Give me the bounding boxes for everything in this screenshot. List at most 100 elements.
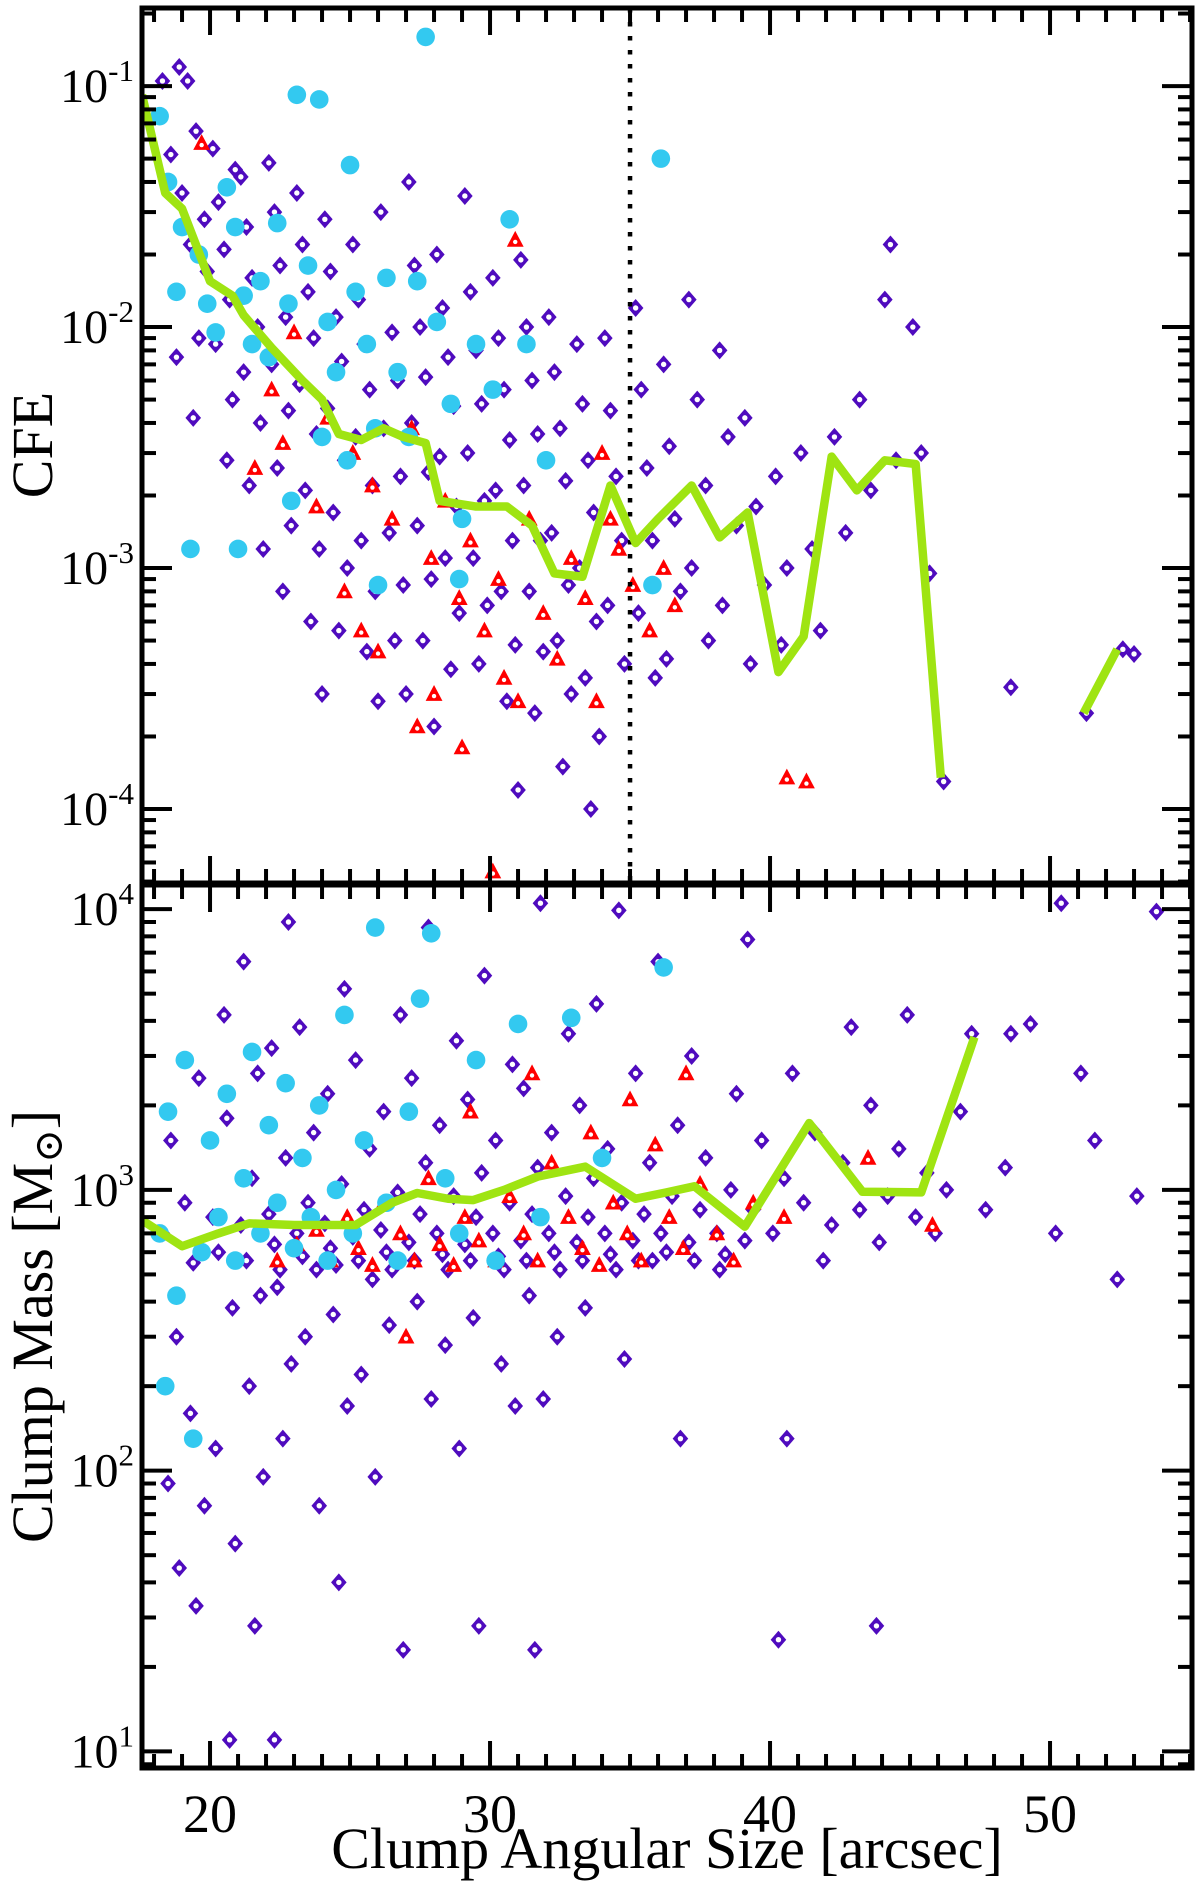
triangle-marker bbox=[338, 1208, 356, 1224]
ytick-label: 103 bbox=[71, 1157, 135, 1217]
marker-center-dot bbox=[688, 1053, 695, 1059]
marker-center-dot bbox=[733, 1091, 740, 1097]
marker-center-dot bbox=[672, 516, 678, 522]
marker-center-dot bbox=[593, 618, 600, 625]
circle-marker bbox=[242, 334, 262, 354]
marker-center-dot bbox=[356, 1247, 361, 1253]
marker-center-dot bbox=[532, 710, 538, 716]
marker-center-dot bbox=[775, 1637, 782, 1643]
marker-center-dot bbox=[173, 354, 180, 360]
marker-center-dot bbox=[229, 396, 236, 403]
marker-center-dot bbox=[342, 591, 347, 596]
marker-center-dot bbox=[392, 637, 398, 644]
top-clumps-triangle bbox=[193, 134, 815, 879]
marker-center-dot bbox=[364, 648, 370, 655]
marker-center-dot bbox=[415, 726, 420, 731]
ytick-label: 101 bbox=[71, 1718, 135, 1778]
marker-center-dot bbox=[646, 1160, 653, 1166]
marker-center-dot bbox=[316, 546, 322, 552]
circle-marker bbox=[531, 1207, 550, 1227]
marker-center-dot bbox=[910, 324, 916, 330]
marker-center-dot bbox=[201, 1503, 208, 1509]
marker-center-dot bbox=[400, 582, 406, 588]
marker-center-dot bbox=[305, 1200, 311, 1206]
marker-center-dot bbox=[548, 530, 555, 536]
triangle-marker bbox=[462, 531, 479, 548]
marker-center-dot bbox=[274, 465, 280, 471]
marker-center-dot bbox=[625, 1233, 630, 1238]
marker-center-dot bbox=[481, 972, 488, 979]
marker-center-dot bbox=[428, 576, 434, 582]
marker-center-dot bbox=[758, 1137, 765, 1144]
marker-center-dot bbox=[319, 691, 325, 697]
triangle-marker bbox=[431, 1235, 449, 1252]
marker-center-dot bbox=[501, 1266, 507, 1273]
circle-marker bbox=[441, 394, 461, 414]
marker-center-dot bbox=[378, 209, 384, 215]
marker-center-dot bbox=[789, 1070, 796, 1077]
marker-center-dot bbox=[422, 374, 429, 380]
circle-marker bbox=[259, 1115, 279, 1135]
circle-marker bbox=[167, 282, 186, 302]
marker-center-dot bbox=[1134, 1193, 1140, 1199]
marker-center-dot bbox=[968, 1031, 975, 1037]
triangle-marker bbox=[534, 604, 552, 620]
top-plot-area bbox=[142, 8, 1142, 883]
marker-center-dot bbox=[532, 1647, 538, 1653]
marker-center-dot bbox=[534, 431, 541, 437]
triangle-marker bbox=[529, 1251, 547, 1268]
marker-center-dot bbox=[288, 1361, 294, 1367]
marker-center-dot bbox=[557, 425, 563, 432]
marker-center-dot bbox=[523, 324, 530, 330]
marker-center-dot bbox=[468, 1111, 473, 1116]
marker-center-dot bbox=[566, 1216, 571, 1222]
marker-center-dot bbox=[688, 565, 695, 571]
marker-center-dot bbox=[635, 610, 642, 616]
circle-marker bbox=[326, 362, 346, 382]
circle-marker bbox=[643, 575, 662, 595]
triangle-marker bbox=[364, 1256, 381, 1272]
marker-center-dot bbox=[498, 1361, 504, 1367]
marker-center-dot bbox=[470, 1315, 476, 1321]
circle-marker bbox=[251, 1224, 270, 1243]
triangle-marker bbox=[470, 1231, 488, 1248]
marker-center-dot bbox=[677, 1435, 684, 1442]
marker-center-dot bbox=[462, 1241, 468, 1248]
circle-marker bbox=[298, 256, 318, 275]
triangle-marker bbox=[263, 380, 281, 397]
marker-center-dot bbox=[383, 1249, 390, 1255]
marker-center-dot bbox=[196, 1075, 202, 1081]
circle-marker bbox=[281, 491, 301, 511]
marker-center-dot bbox=[411, 262, 418, 269]
triangle-marker bbox=[383, 509, 401, 526]
triangle-marker bbox=[445, 1256, 463, 1272]
triangle-marker bbox=[590, 1256, 608, 1272]
marker-center-dot bbox=[882, 296, 888, 303]
marker-center-dot bbox=[266, 160, 272, 166]
marker-center-dot bbox=[439, 305, 446, 311]
circle-marker bbox=[346, 282, 365, 302]
marker-center-dot bbox=[504, 698, 510, 704]
circle-marker bbox=[651, 149, 671, 168]
marker-center-dot bbox=[459, 747, 465, 752]
marker-center-dot bbox=[277, 1266, 283, 1273]
marker-center-dot bbox=[856, 1207, 863, 1213]
marker-center-dot bbox=[252, 1623, 258, 1629]
marker-center-dot bbox=[226, 1737, 233, 1743]
circle-marker bbox=[267, 1193, 287, 1213]
marker-center-dot bbox=[784, 777, 790, 782]
circle-marker bbox=[335, 1005, 354, 1025]
triangle-marker bbox=[574, 1239, 591, 1255]
circle-marker bbox=[416, 27, 435, 47]
marker-center-dot bbox=[359, 630, 364, 635]
circle-marker bbox=[318, 1251, 337, 1270]
marker-center-dot bbox=[168, 151, 174, 158]
triangle-marker bbox=[364, 476, 381, 493]
circle-marker bbox=[368, 575, 388, 595]
marker-center-dot bbox=[275, 1260, 280, 1265]
marker-center-dot bbox=[1058, 900, 1064, 906]
triangle-marker bbox=[352, 621, 370, 638]
top-panel: 10-1 10-2 10-3 10-4 bbox=[60, 5, 1195, 886]
marker-center-dot bbox=[280, 442, 286, 448]
